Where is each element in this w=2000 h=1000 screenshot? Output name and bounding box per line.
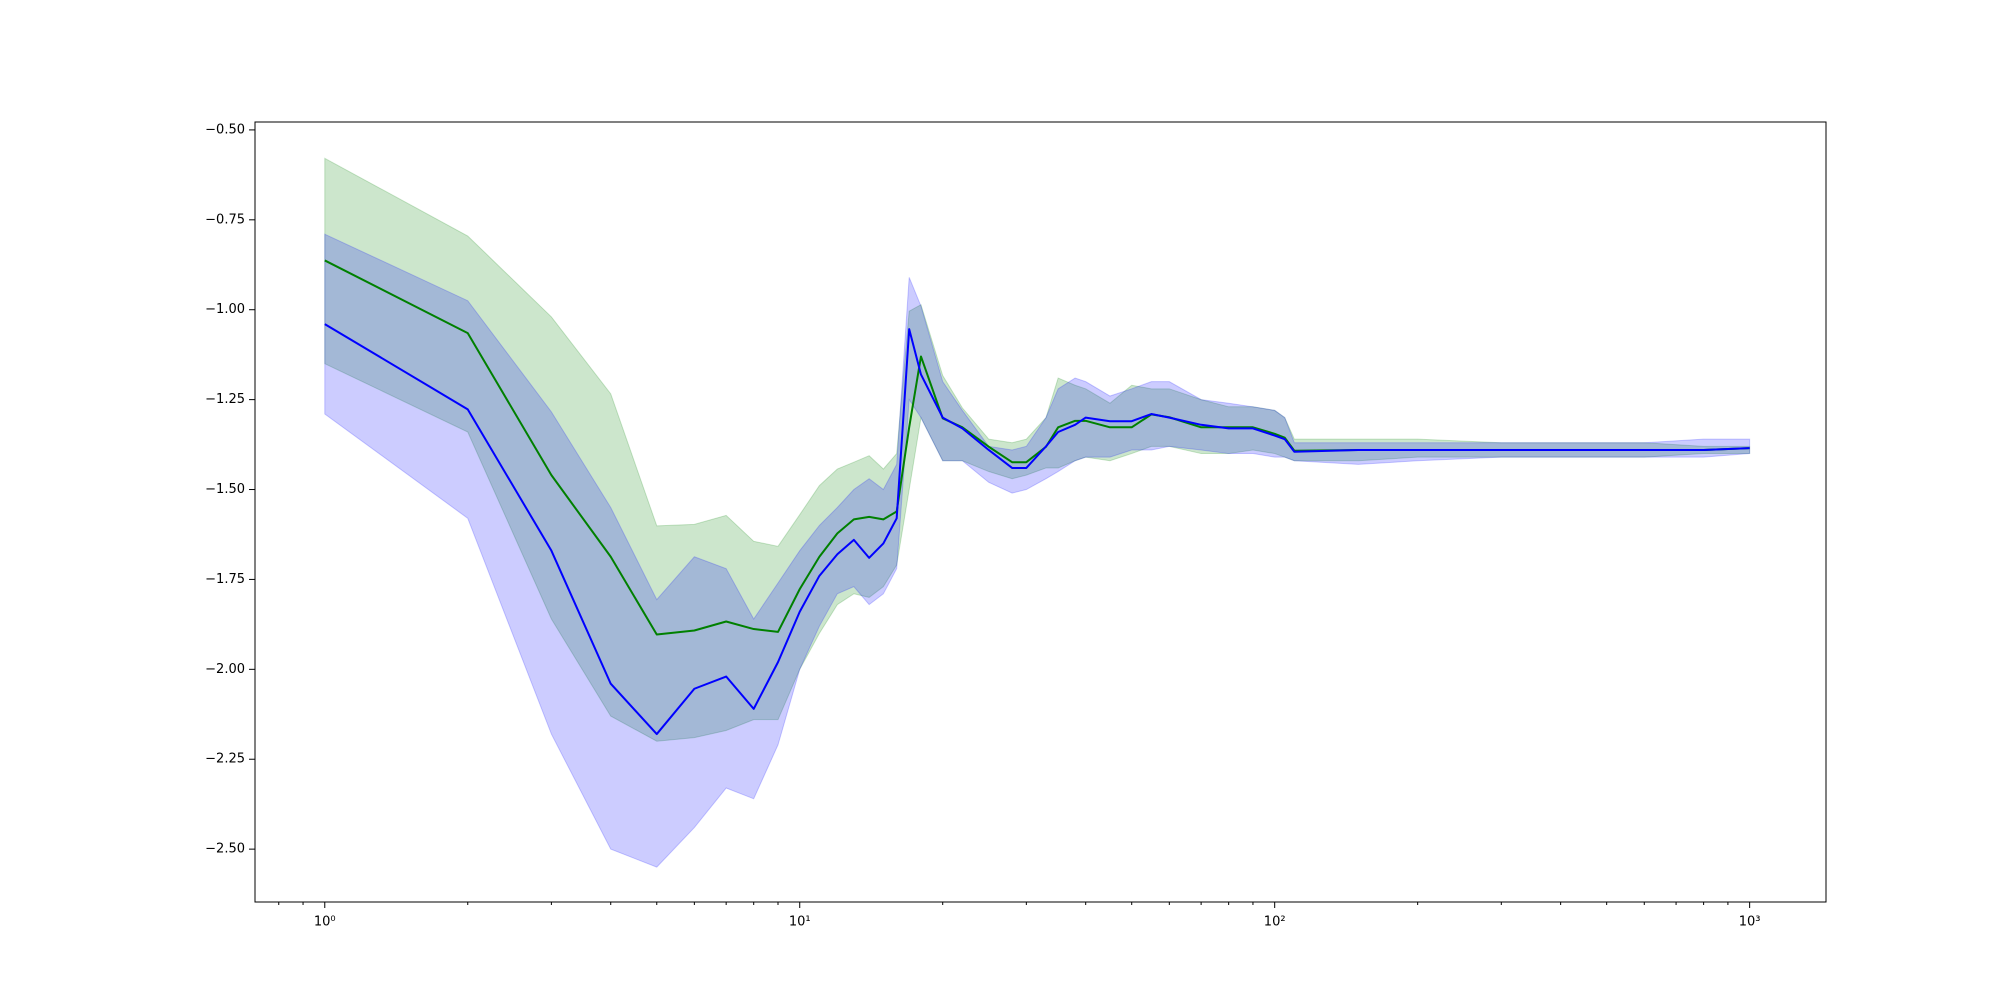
y-tick-label: −1.50 [205,482,245,497]
y-tick-label: −1.75 [205,572,245,587]
x-tick-label: 10¹ [789,915,811,930]
y-tick-label: −2.50 [205,842,245,857]
plot-area [324,157,1751,868]
confidence-band [324,157,1751,742]
x-tick-label: 10³ [1739,915,1761,930]
y-tick-label: −1.25 [205,392,245,407]
y-tick-label: −1.00 [205,302,245,317]
y-tick-label: −0.75 [205,212,245,227]
x-tick-label: 10² [1264,915,1286,930]
axes-frame [254,121,1827,903]
y-tick-label: −2.25 [205,752,245,767]
series-line [324,323,1750,736]
y-tick-label: −2.00 [205,662,245,677]
confidence-band [324,233,1751,868]
x-tick-label: 10⁰ [314,915,336,930]
y-tick-label: −0.50 [205,122,245,137]
